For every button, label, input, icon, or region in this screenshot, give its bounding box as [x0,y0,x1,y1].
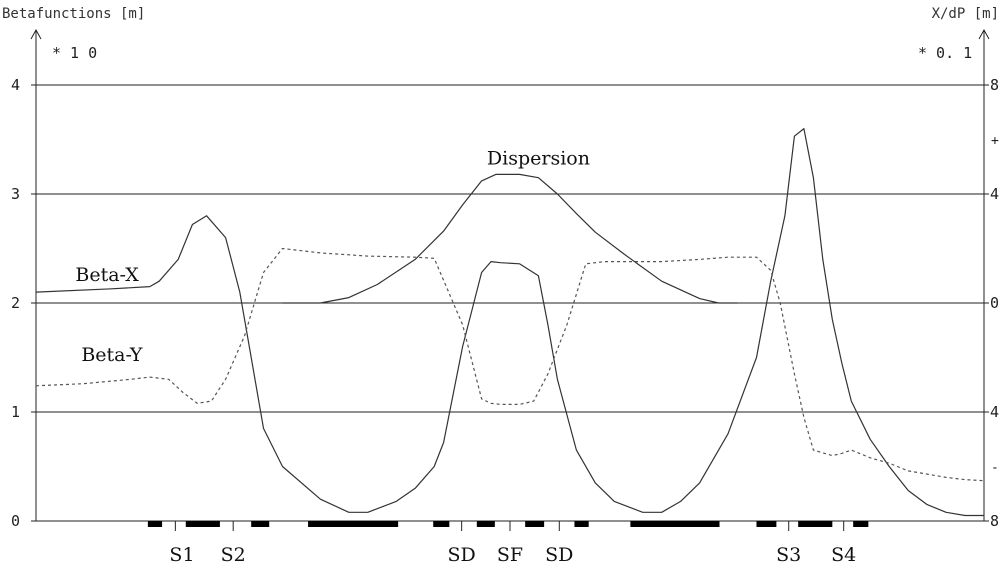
right-tick-label: 0 [990,294,999,312]
magnet-block [798,521,833,527]
magnet-block [630,521,720,527]
magnet-block [476,521,495,527]
right-tick-label: 4 [990,403,999,421]
annotations: Dispersion Beta-X Beta-Y [75,148,590,366]
magnet-label: S1 [169,544,194,566]
magnet-block [756,521,777,527]
left-tick-label: 2 [11,294,20,312]
magnet-label: S4 [831,544,856,566]
magnet-block [185,521,220,527]
right-axis-label: X/dP [m] [932,6,999,22]
magnet-block [853,521,869,527]
series [35,128,985,517]
left-tick-label: 3 [11,185,20,203]
left-axis-multiplier: * 1 0 [52,44,97,62]
magnet-block [147,521,163,527]
left-axis-arrow [30,28,42,40]
magnet-block [308,521,399,527]
left-tick-label: 1 [11,403,20,421]
right-axis-multiplier: * 0. 1 [918,44,972,62]
left-tick-label: 4 [11,76,20,94]
magnet-label: S2 [221,544,246,566]
left-tick-label: 0 [11,512,20,530]
magnet-label: SD [448,544,476,566]
right-minor-mark: + [991,134,999,149]
left-axis-label: Betafunctions [m] [2,6,145,22]
magnet-label: S3 [776,544,801,566]
right-tick-label: 8 [990,76,999,94]
right-tick-label: 8 [990,512,999,530]
annotation-label: Beta-Y [81,344,143,366]
right-minor-mark: - [991,461,999,476]
magnet-block [433,521,450,527]
magnet-block [525,521,545,527]
series-beta-x-line [35,128,984,517]
series-beta-y-line [35,247,985,482]
magnet-label: SF [497,544,523,566]
series-dispersion-line [282,173,738,304]
axes [30,28,990,522]
grid [36,84,984,413]
annotation-label: Dispersion [487,148,590,170]
right-axis-arrow [978,28,990,40]
magnet-block [251,521,270,527]
magnet-lattice: S1 S2 SD SF SD S3 S4 [147,521,869,566]
magnet-label: SD [545,544,573,566]
annotation-label: Beta-X [75,264,139,286]
right-tick-label: 4 [990,185,999,203]
magnet-block [574,521,589,527]
tick-labels: 0 1 2 3 4 8 4 0 4 8 + - [11,76,999,530]
